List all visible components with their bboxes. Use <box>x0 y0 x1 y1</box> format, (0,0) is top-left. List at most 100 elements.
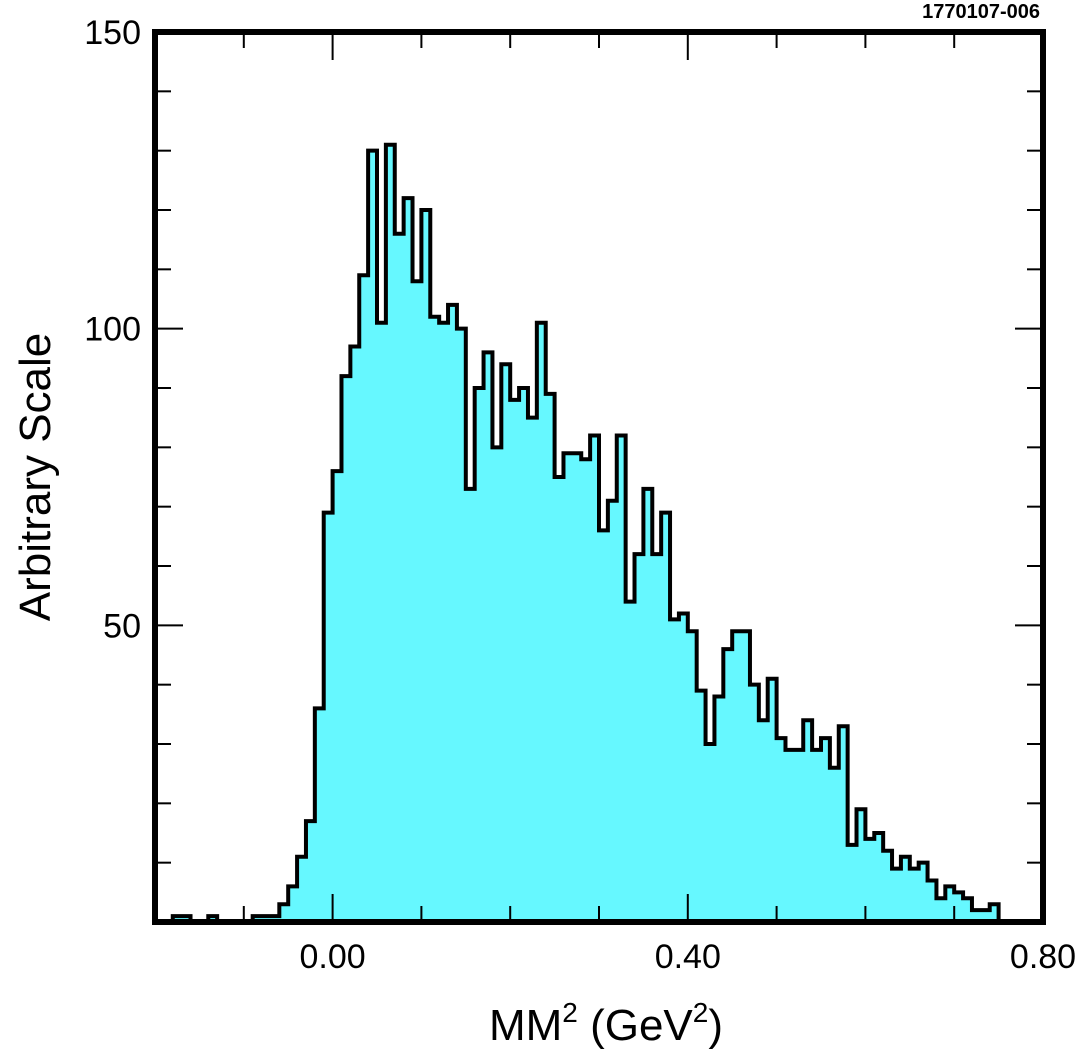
histogram-bin <box>785 749 795 922</box>
histogram-bin <box>741 631 751 922</box>
y-tick-label: 100 <box>84 311 141 349</box>
histogram-bin <box>892 868 902 922</box>
histogram-bin <box>456 328 467 923</box>
histogram-bin <box>394 233 405 922</box>
histogram-bin <box>323 512 334 922</box>
histogram-bin <box>341 376 351 923</box>
histogram-bin <box>554 477 565 922</box>
histogram-bin <box>963 898 973 922</box>
histogram-bin <box>705 744 716 922</box>
histogram-bin <box>856 809 866 922</box>
histogram-bin <box>821 738 831 922</box>
histogram-bin <box>900 856 911 922</box>
histogram-bin <box>448 304 458 922</box>
histogram-bin <box>314 708 325 922</box>
histogram-bin <box>572 453 582 922</box>
histogram-bin <box>439 322 449 922</box>
figure-id: 1770107-006 <box>922 1 1040 23</box>
histogram-bin <box>474 388 485 922</box>
histogram-bin <box>767 678 778 922</box>
histogram-bin <box>936 898 946 922</box>
histogram-bin <box>616 435 627 922</box>
histogram-bin <box>909 868 920 922</box>
histogram-bin <box>634 554 644 922</box>
histogram-bin <box>625 601 636 922</box>
histogram-bin <box>652 554 662 922</box>
histogram-bin <box>971 910 982 922</box>
y-axis-label: Arbitrary Scale <box>11 333 60 622</box>
histogram-bin <box>643 488 653 922</box>
histogram-bin <box>510 399 520 922</box>
histogram-bin <box>545 393 556 922</box>
histogram-bin <box>403 198 414 923</box>
histogram-bin <box>794 749 804 922</box>
histogram-bin <box>687 631 698 922</box>
histogram-bin <box>607 500 618 922</box>
x-tick-label: 0.80 <box>1010 938 1076 976</box>
histogram-bin <box>732 631 742 922</box>
histogram-bin <box>776 738 787 922</box>
x-axis-label-paren-open: (GeV <box>578 1001 694 1050</box>
histogram-bin <box>501 364 511 922</box>
x-axis-label-sup1: 2 <box>562 997 578 1028</box>
histogram-bin <box>519 388 529 922</box>
histogram-bin <box>590 435 600 922</box>
histogram-bin <box>838 726 849 922</box>
histogram-bin <box>359 275 369 922</box>
y-tick-label: 50 <box>103 607 141 645</box>
x-axis-label: MM2 (GeV2) <box>489 997 723 1050</box>
x-axis-label-paren-close: ) <box>708 1001 723 1050</box>
histogram-bin <box>492 447 502 922</box>
histogram-bin <box>980 910 991 922</box>
histogram-bin <box>536 322 547 922</box>
histogram-bin <box>678 613 689 922</box>
histogram-bin <box>954 892 964 922</box>
tick-labels: 0.00 0.40 0.80 50 100 150 <box>84 14 1076 976</box>
histogram-bin <box>581 459 591 922</box>
histogram-bin <box>368 150 378 922</box>
histogram-bin <box>812 749 822 922</box>
histogram-bin <box>989 904 1000 922</box>
histogram-bin <box>350 346 360 922</box>
histogram-bin <box>412 281 422 922</box>
histogram-bin <box>527 417 538 922</box>
histogram-bin <box>297 856 307 922</box>
x-tick-label: 0.00 <box>300 938 366 976</box>
histogram-bin <box>865 838 875 922</box>
histogram-bin <box>421 210 431 922</box>
histogram-bin <box>749 684 760 922</box>
histogram-bin <box>927 880 938 922</box>
histogram-bin <box>714 696 724 922</box>
plot-frame <box>152 29 1046 925</box>
histogram-outline <box>170 142 1008 924</box>
histogram-bin <box>288 886 298 922</box>
histogram-bin <box>385 144 396 922</box>
y-tick-label: 150 <box>84 14 141 52</box>
histogram-bin <box>332 471 343 922</box>
histogram-bin <box>305 821 316 922</box>
histogram-bin <box>465 488 476 922</box>
histogram-bin <box>758 720 769 922</box>
histogram-bin <box>279 904 289 922</box>
histogram-bin <box>847 844 858 922</box>
histogram-bin <box>599 530 609 922</box>
histogram-bin <box>829 767 840 922</box>
x-axis-label-main: MM <box>489 1001 562 1050</box>
histogram-bin <box>696 690 707 922</box>
histogram-bin <box>430 316 440 922</box>
histogram-bin <box>563 453 573 922</box>
histogram-bin <box>803 720 813 922</box>
histogram-bin <box>874 833 884 922</box>
histogram-bin <box>661 512 671 922</box>
histogram-bin <box>483 352 494 922</box>
histogram-bin <box>723 649 733 922</box>
histogram-bin <box>945 886 955 922</box>
x-axis-label-sup2: 2 <box>693 997 709 1028</box>
histogram-bin <box>883 850 893 922</box>
x-tick-label: 0.40 <box>655 938 721 976</box>
histogram-bin <box>670 619 680 922</box>
histogram-bin <box>918 862 929 922</box>
histogram-bin <box>377 322 387 922</box>
histogram-bars <box>170 142 1008 924</box>
